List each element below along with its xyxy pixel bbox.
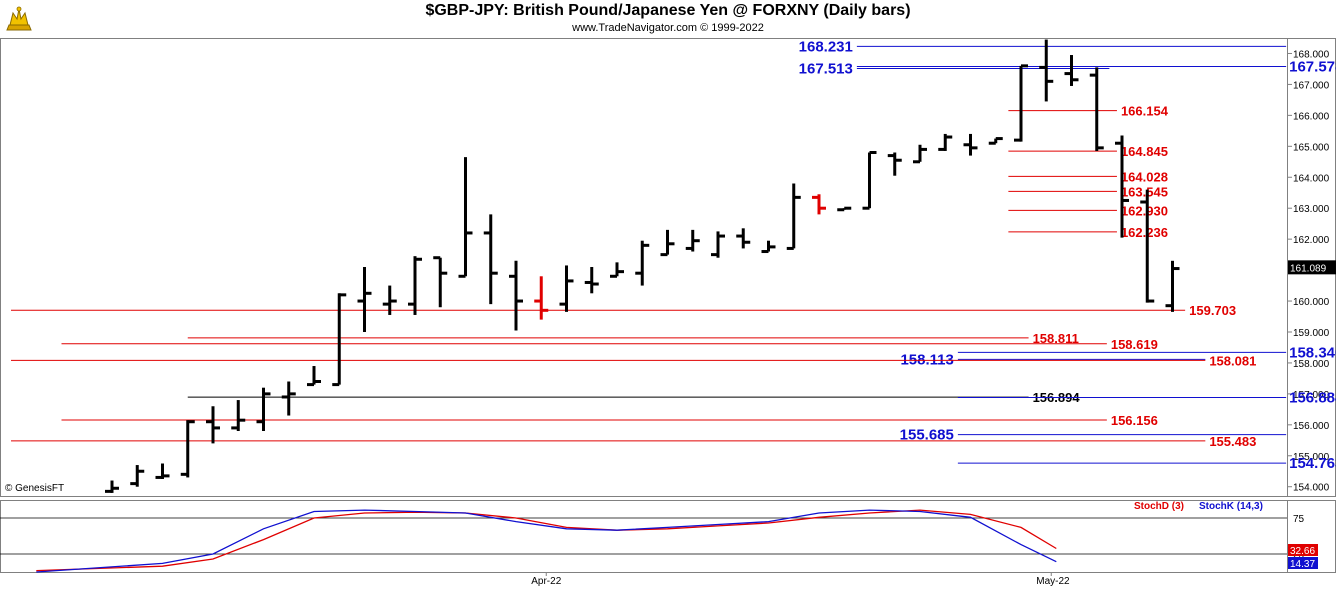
last-price-label: 161.089 [1290,263,1327,274]
chart-header: $GBP-JPY: British Pound/Japanese Yen @ F… [0,0,1336,38]
y-tick-label: 157.000 [1293,390,1330,401]
price-level-label: 164.028 [1121,169,1168,184]
price-level-label: 159.703 [1189,303,1236,318]
price-level-label: 166.154 [1121,104,1169,119]
stoch-d-value: 32.66 [1290,546,1315,557]
y-tick-label: 165.000 [1293,142,1330,153]
x-axis-label: May-22 [1036,576,1070,587]
stoch-k-value: 14.37 [1290,559,1315,570]
price-level-label: 164.845 [1121,144,1168,159]
price-level-label: 158.811 [1033,331,1079,346]
stoch-series-line [36,509,1057,573]
chart-title: $GBP-JPY: British Pound/Japanese Yen @ F… [425,2,911,19]
y-tick-label: 164.000 [1293,173,1330,184]
y-tick-label: 155.000 [1293,452,1330,463]
price-level-label: 156.884 [1289,389,1336,406]
y-tick-label: 162.000 [1293,235,1330,246]
price-level-label: 158.340 [1289,344,1336,361]
stoch-d-legend: StochD (3) [1134,501,1184,512]
price-level-label: 158.081 [1209,353,1256,368]
price-level-label: 155.685 [900,427,954,444]
price-level-label: 167.578 [1289,59,1336,76]
y-tick-label: 156.000 [1293,421,1330,432]
price-level-label: 163.545 [1121,184,1168,199]
stoch-k-value-badge [1288,557,1318,569]
y-tick-label: 158.000 [1293,359,1330,370]
y-tick-label: 168.000 [1293,49,1330,60]
genesis-crown-icon [4,3,34,33]
price-level-label: 168.231 [799,38,853,55]
stoch-series-line [36,509,1057,572]
stoch-tick-label: 75 [1293,514,1305,525]
y-tick-label: 160.000 [1293,297,1330,308]
price-panel: 154.000 155.000 156.000 157.000 158.000 159.0… [0,38,1336,497]
price-level-label: 156.156 [1111,413,1158,428]
x-axis-label: Apr-22 [531,576,561,587]
y-tick-label: 166.000 [1293,111,1330,122]
price-level-label: 155.483 [1209,434,1256,449]
y-tick-label: 159.000 [1293,328,1330,339]
stoch-k-legend: StochK (14,3) [1199,501,1263,512]
y-tick-label: 163.000 [1293,204,1330,215]
y-tick-label: 154.000 [1293,483,1330,494]
stoch-d-value-badge [1288,544,1318,556]
price-level-label: 154.763 [1289,455,1336,472]
price-level-label: 162.236 [1121,225,1168,240]
price-level-label: 158.619 [1111,337,1158,352]
price-level-label: 167.513 [799,61,853,78]
price-level-label: 162.930 [1121,203,1168,218]
last-price-badge [1288,260,1336,275]
stochastic-panel: 7525StochD (3)StochK (14,3)32.6614.37Apr… [0,500,1336,587]
y-tick-label: 167.000 [1293,80,1330,91]
watermark-text: © GenesisFT [5,483,64,494]
copyright-text: www.TradeNavigator.com © 1999-2022 [572,22,764,34]
